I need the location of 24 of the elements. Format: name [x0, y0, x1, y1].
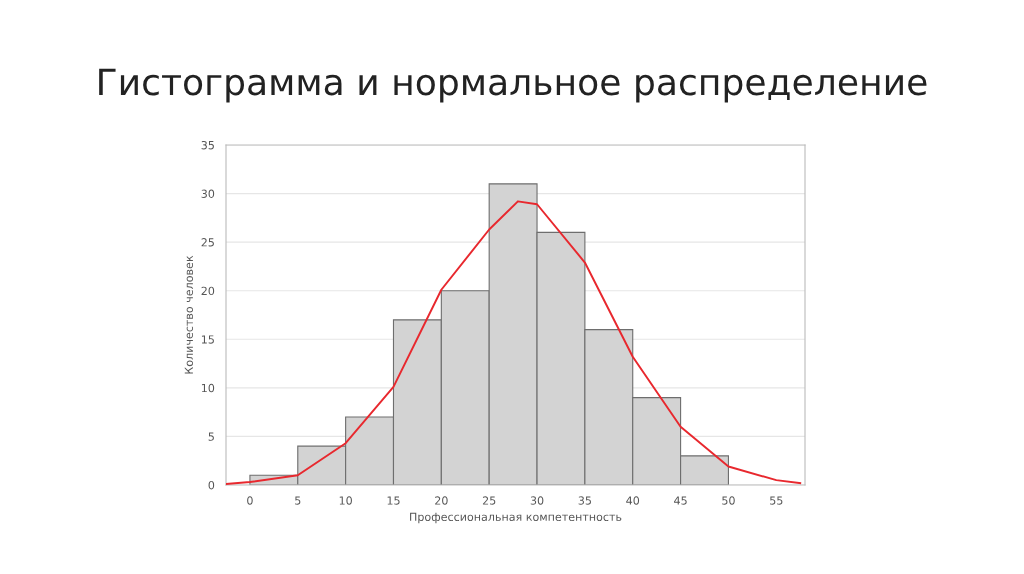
x-tick-label: 15: [387, 496, 400, 505]
chart-title: Гистограмма и нормальное распределение: [99, 68, 927, 103]
y-tick-label: 30: [201, 189, 215, 198]
x-tick-label: 25: [482, 496, 496, 505]
x-tick-label: 35: [578, 496, 591, 505]
x-tick-label: 50: [722, 496, 735, 505]
x-tick-label: 40: [626, 496, 640, 505]
y-tick-label: 20: [201, 286, 215, 296]
x-axis-title: Профессиональная компетентность: [410, 512, 622, 524]
x-tick-label: 10: [339, 496, 352, 505]
line-series: [226, 200, 802, 485]
y-tick-label: 15: [201, 335, 214, 344]
x-tick-label: 0: [247, 496, 253, 505]
x-tick-label: 45: [674, 496, 687, 505]
y-tick-label: 0: [208, 480, 215, 490]
y-tick-label: 10: [201, 383, 215, 393]
y-axis-title: Количество человек: [184, 255, 194, 374]
y-tick-label: 25: [201, 238, 214, 247]
x-tick-label: 20: [435, 496, 448, 505]
x-tick-label: 5: [295, 496, 301, 505]
y-tick-label: 5: [208, 432, 214, 441]
x-tick-label: 55: [770, 496, 783, 505]
x-tick-label: 30: [530, 496, 544, 505]
y-tick-label: 35: [201, 140, 214, 150]
